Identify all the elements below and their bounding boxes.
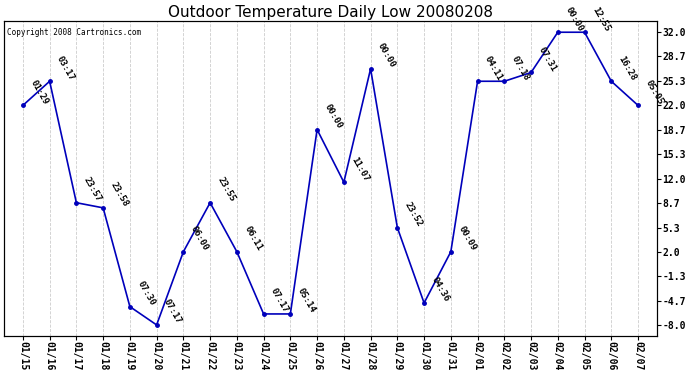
Text: 07:18: 07:18 xyxy=(510,54,531,82)
Text: 00:00: 00:00 xyxy=(323,102,344,130)
Text: 11:07: 11:07 xyxy=(349,155,371,183)
Text: 23:57: 23:57 xyxy=(82,176,104,203)
Text: 23:55: 23:55 xyxy=(216,176,237,203)
Text: 07:17: 07:17 xyxy=(162,298,184,326)
Text: 06:00: 06:00 xyxy=(189,225,210,252)
Text: 07:17: 07:17 xyxy=(269,287,290,315)
Text: 07:30: 07:30 xyxy=(135,279,157,307)
Text: 00:00: 00:00 xyxy=(376,42,397,69)
Text: 12:55: 12:55 xyxy=(590,5,611,33)
Text: Copyright 2008 Cartronics.com: Copyright 2008 Cartronics.com xyxy=(8,27,141,36)
Text: 04:11: 04:11 xyxy=(483,54,504,82)
Text: 16:28: 16:28 xyxy=(617,54,638,82)
Text: 05:14: 05:14 xyxy=(296,287,317,315)
Text: 06:11: 06:11 xyxy=(242,225,264,252)
Text: 07:31: 07:31 xyxy=(537,45,558,73)
Text: 00:09: 00:09 xyxy=(456,225,477,252)
Text: 00:00: 00:00 xyxy=(563,5,584,33)
Text: 23:58: 23:58 xyxy=(109,181,130,209)
Text: 05:05: 05:05 xyxy=(644,78,665,106)
Text: 01:29: 01:29 xyxy=(28,78,50,106)
Text: 23:52: 23:52 xyxy=(403,201,424,228)
Title: Outdoor Temperature Daily Low 20080208: Outdoor Temperature Daily Low 20080208 xyxy=(168,5,493,20)
Text: 04:36: 04:36 xyxy=(430,276,451,304)
Text: 03:17: 03:17 xyxy=(55,54,77,82)
